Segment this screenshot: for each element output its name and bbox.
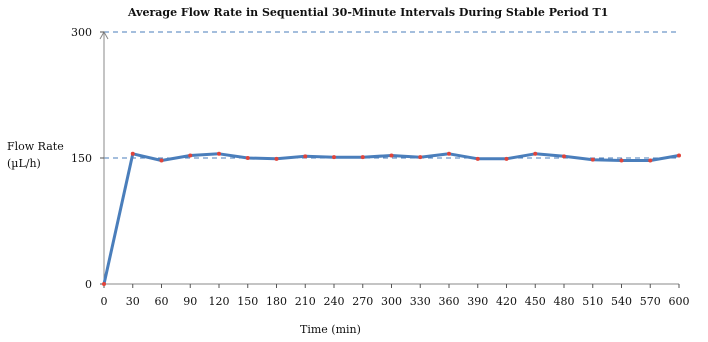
y-tick-label: 150 <box>71 152 92 165</box>
data-point <box>188 153 193 158</box>
data-point <box>360 155 365 160</box>
chart-title: Average Flow Rate in Sequential 30-Minut… <box>128 6 609 19</box>
y-tick-label: 0 <box>85 278 92 291</box>
x-tick-label: 600 <box>669 295 690 308</box>
data-point <box>389 153 394 158</box>
data-point <box>245 156 250 160</box>
x-tick-label: 450 <box>525 295 546 308</box>
data-point <box>303 154 308 159</box>
data-point <box>274 156 279 161</box>
x-tick-label: 60 <box>155 295 169 308</box>
x-tick-label: 570 <box>640 295 661 308</box>
data-point <box>217 151 221 156</box>
x-tick-label: 210 <box>295 295 316 308</box>
x-axis-label: Time (min) <box>300 323 361 336</box>
x-tick-label: 240 <box>324 295 345 308</box>
x-tick-label: 150 <box>237 295 258 308</box>
data-point <box>504 156 509 161</box>
data-point <box>418 155 423 160</box>
x-tick-label: 330 <box>410 295 431 308</box>
x-tick-label: 120 <box>209 295 230 308</box>
x-tick-label: 390 <box>467 295 488 308</box>
y-tick-label: 300 <box>71 26 92 39</box>
x-tick-label: 300 <box>381 295 402 308</box>
data-point <box>677 153 681 158</box>
y-axis-label: Flow Rate (µL/h) <box>7 138 64 172</box>
x-tick-label: 540 <box>611 295 632 308</box>
x-tick-label: 360 <box>439 295 460 308</box>
series-line <box>102 152 681 286</box>
data-point <box>130 151 135 156</box>
data-point <box>475 156 480 161</box>
x-tick-label: 270 <box>352 295 373 308</box>
x-tick-label: 0 <box>101 295 108 308</box>
y-axis-label-line-2: (µL/h) <box>7 157 41 170</box>
data-point <box>590 157 595 162</box>
data-point <box>648 158 653 163</box>
x-tick-label: 90 <box>183 295 197 308</box>
data-point <box>533 151 538 156</box>
data-point <box>447 151 451 156</box>
x-tick-label: 420 <box>496 295 517 308</box>
data-point <box>562 154 566 159</box>
data-point <box>332 155 336 160</box>
x-tick-label: 180 <box>266 295 287 308</box>
data-point <box>619 158 624 163</box>
data-point <box>159 158 164 163</box>
x-tick-label: 30 <box>126 295 140 308</box>
x-tick-label: 510 <box>582 295 603 308</box>
y-axis-label-line-1: Flow Rate <box>7 140 64 153</box>
x-tick-label: 480 <box>554 295 575 308</box>
data-point <box>102 282 106 286</box>
